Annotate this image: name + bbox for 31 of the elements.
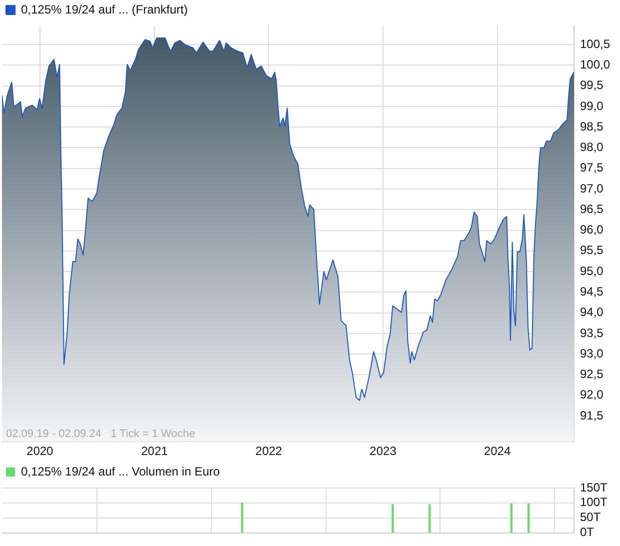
y-tick-label: 96,5: [580, 202, 604, 216]
y-tick-label: 150T: [580, 480, 608, 494]
y-tick-label: 94,0: [580, 305, 604, 320]
x-tick-label: 2022: [255, 444, 282, 458]
y-tick-label: 98,5: [580, 119, 604, 134]
y-tick-label: 50T: [580, 510, 602, 524]
y-tick-label: 97,0: [580, 181, 604, 196]
y-tick-label: 100T: [580, 495, 608, 510]
y-tick-label: 92,5: [580, 367, 604, 382]
y-tick-label: 95,5: [580, 243, 604, 258]
y-tick-label: 91,5: [580, 408, 604, 422]
y-tick-label: 95,0: [580, 264, 604, 278]
y-tick-label: 100,5: [580, 36, 610, 51]
legend-label: 0,125% 19/24 auf ... Volumen in Euro: [21, 464, 220, 478]
y-tick-label: 98,0: [580, 140, 604, 154]
y-tick-label: 100,0: [580, 58, 610, 72]
x-tick-label: 2023: [370, 444, 397, 458]
y-tick-label: 92,0: [580, 388, 604, 402]
y-tick-label: 96,0: [580, 222, 604, 237]
y-tick-label: 99,5: [580, 78, 604, 92]
x-tick-label: 2020: [26, 444, 54, 458]
x-tick-label: 2024: [484, 444, 511, 458]
y-tick-label: 97,5: [580, 160, 604, 175]
x-tick-label: 2021: [141, 444, 168, 458]
y-tick-label: 99,0: [580, 98, 604, 113]
y-tick-label: 0T: [580, 525, 595, 540]
y-tick-label: 93,5: [580, 326, 604, 340]
legend-label: 0,125% 19/24 auf ... (Frankfurt): [21, 2, 188, 16]
annotation: 02.09.19 - 02.09.24 1 Tick = 1 Woche: [6, 428, 196, 440]
y-tick-label: 93,0: [580, 346, 604, 360]
y-tick-label: 94,5: [580, 284, 604, 299]
